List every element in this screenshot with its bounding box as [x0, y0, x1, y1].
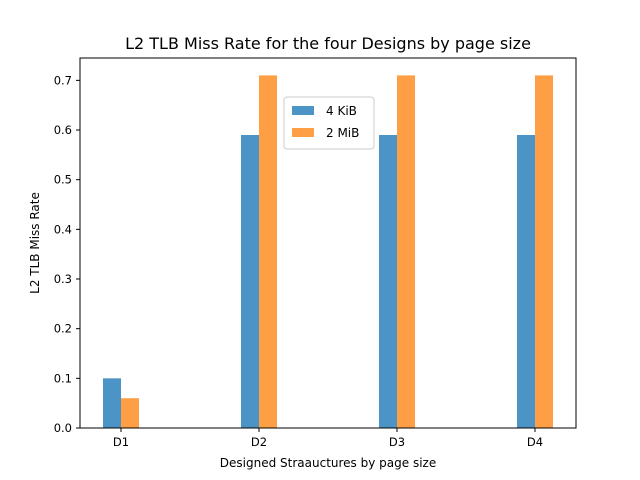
- y-tick-label: 0.5: [54, 173, 72, 187]
- y-tick-label: 0.7: [54, 73, 72, 87]
- legend-swatch: [292, 128, 314, 137]
- x-axis: D1 D2 D3 D4: [113, 428, 543, 449]
- y-tick-label: 0.1: [54, 371, 72, 385]
- bar-2-mib-d3: [397, 75, 415, 428]
- x-axis-label: Designed Straauctures by page size: [220, 456, 436, 470]
- y-tick-label: 0.3: [54, 272, 72, 286]
- bar-2-mib-d4: [535, 75, 553, 428]
- x-tick-label-d2: D2: [251, 435, 267, 449]
- chart-title: L2 TLB Miss Rate for the four Designs by…: [125, 34, 531, 53]
- legend-label: 4 KiB: [326, 104, 357, 118]
- y-tick-label: 0.6: [54, 123, 72, 137]
- y-axis-label: L2 TLB Miss Rate: [28, 192, 42, 294]
- bar-4-kib-d1: [103, 378, 121, 428]
- y-axis: 0.0 0.1 0.2 0.3 0.4 0.5 0.6 0.7: [54, 73, 80, 435]
- x-tick-label-d4: D4: [527, 435, 543, 449]
- bar-4-kib-d4: [517, 134, 535, 428]
- bar-2-mib-d2: [259, 75, 277, 428]
- legend: 4 KiB 2 MiB: [283, 96, 375, 150]
- x-tick-label-d1: D1: [113, 435, 129, 449]
- bar-2-mib-d1: [121, 398, 139, 428]
- y-tick-label: 0.2: [54, 322, 72, 336]
- legend-swatch: [292, 106, 314, 115]
- bars-group: [103, 75, 553, 428]
- plot-frame: [79, 57, 577, 429]
- bar-4-kib-d2: [241, 134, 259, 428]
- y-tick-label: 0.0: [54, 421, 72, 435]
- bar-4-kib-d3: [379, 134, 397, 428]
- x-tick-label-d3: D3: [389, 435, 405, 449]
- y-tick-label: 0.4: [54, 222, 72, 236]
- legend-label: 2 MiB: [326, 126, 359, 140]
